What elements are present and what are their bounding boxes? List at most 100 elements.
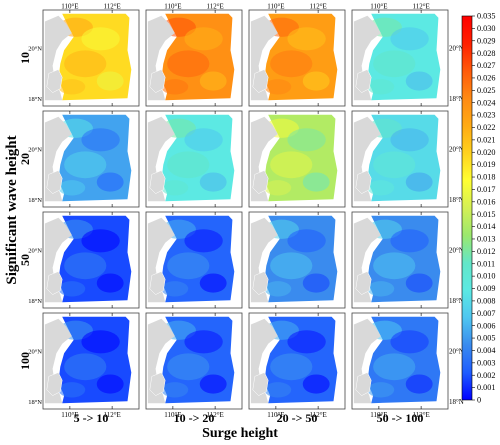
map-panel: 110°E 112°E	[145, 3, 243, 107]
colorbar-tick-label: 0.007	[477, 309, 495, 318]
map-x-tick-label: 112°E	[309, 411, 326, 419]
value-patch	[167, 151, 210, 179]
map-panel: 110°E 112°E	[145, 312, 243, 419]
map-y-tick-label: 18°N	[28, 197, 42, 204]
value-patch	[58, 180, 86, 196]
colorbar-tick-label: 0.013	[477, 235, 495, 244]
map-y-tick-label: 20°N	[28, 247, 42, 254]
colorbar-tick-label: 0.022	[477, 123, 495, 132]
value-patch	[302, 273, 330, 293]
value-patch	[270, 353, 313, 381]
value-patch	[167, 252, 210, 280]
colorbar: 0.035 0.030 0.029 0.028 0.027 0.026 0.025 0.024…	[461, 12, 495, 405]
map-x-tick-label: 110°E	[267, 411, 284, 419]
value-patch	[161, 180, 189, 196]
map-y-tick-label: 20°N	[449, 44, 464, 52]
value-patch	[64, 151, 107, 179]
map-y-tick-label: 18°N	[449, 196, 464, 204]
colorbar-tick-label: 0.023	[477, 111, 495, 120]
value-patch	[302, 374, 330, 394]
value-patch	[161, 281, 189, 297]
value-patch	[58, 382, 86, 398]
value-patch	[405, 374, 433, 394]
map-panel: 20°N 18°N	[28, 211, 140, 309]
colorbar-tick-label: 0.017	[477, 185, 495, 194]
colorbar-tick-label: 0.021	[477, 135, 495, 144]
value-patch	[199, 71, 227, 91]
colorbar-tick-label: 0.008	[477, 297, 495, 306]
value-patch	[199, 273, 227, 293]
value-patch	[287, 330, 326, 354]
colorbar-tick-label: 0.026	[477, 74, 495, 83]
value-patch	[270, 252, 313, 280]
colorbar-tick-label: 0.027	[477, 61, 495, 70]
colorbar-scale	[461, 15, 473, 401]
value-patch	[96, 374, 124, 394]
map-panel: 20°N 18°N	[351, 110, 464, 208]
map-x-tick-label: 112°E	[309, 3, 326, 11]
map-y-tick-label: 18°N	[28, 399, 42, 406]
value-patch	[373, 151, 416, 179]
map-y-tick-label: 18°N	[449, 95, 464, 103]
row-label: 100	[18, 352, 32, 370]
map-panel: 110°E 112°E 20°N 18°N	[351, 312, 464, 419]
map-x-tick-label: 110°E	[61, 3, 78, 11]
map-y-tick-label: 20°N	[28, 146, 42, 153]
value-patch	[264, 382, 292, 398]
island	[252, 372, 269, 396]
value-patch	[184, 27, 223, 51]
value-patch	[367, 79, 395, 95]
colorbar-tick-label: 0.019	[477, 160, 495, 169]
value-patch	[64, 353, 107, 381]
value-patch	[373, 353, 416, 381]
value-patch	[373, 252, 416, 280]
colorbar-ticks: 0.035 0.030 0.029 0.028 0.027 0.026 0.025 0.024…	[472, 12, 495, 405]
colorbar-tick-label: 0.020	[477, 148, 495, 157]
column-labels: 5 -> 10 10 -> 20 20 -> 50 50 -> 100	[74, 411, 424, 425]
row-label: 10	[18, 52, 32, 64]
island	[355, 170, 372, 194]
value-patch	[58, 281, 86, 297]
value-patch	[390, 27, 429, 51]
map-x-tick-label: 110°E	[267, 3, 284, 11]
colorbar-tick-label: 0.005	[477, 334, 495, 343]
value-patch	[287, 128, 326, 152]
value-patch	[373, 50, 416, 78]
colorbar-tick-label: 0.001	[477, 383, 495, 392]
colorbar-tick-label: 0.002	[477, 371, 495, 380]
map-panel: 110°E 112°E 20°N 18°N	[351, 3, 464, 107]
value-patch	[367, 180, 395, 196]
colorbar-tick-label: 0.035	[477, 12, 495, 21]
map-panel: 110°E 112°E	[248, 312, 346, 419]
island	[355, 69, 372, 93]
row-label: 20	[18, 153, 32, 165]
colorbar-tick-label: 0.018	[477, 173, 495, 182]
value-patch	[167, 353, 210, 381]
colorbar-tick-label: 0.015	[477, 210, 495, 219]
map-panel	[248, 110, 346, 208]
value-patch	[264, 281, 292, 297]
value-patch	[81, 229, 120, 253]
map-x-tick-label: 110°E	[370, 3, 387, 11]
value-patch	[302, 172, 330, 192]
value-patch	[96, 172, 124, 192]
column-label: 10 -> 20	[174, 411, 215, 425]
colorbar-tick-label: 0.025	[477, 86, 495, 95]
colorbar-tick-label: 0.016	[477, 197, 495, 206]
map-x-tick-label: 110°E	[61, 411, 78, 419]
map-panel	[248, 211, 346, 309]
value-patch	[405, 273, 433, 293]
value-patch	[58, 79, 86, 95]
island	[149, 69, 166, 93]
value-patch	[405, 172, 433, 192]
map-x-tick-label: 110°E	[164, 411, 181, 419]
value-patch	[64, 252, 107, 280]
value-patch	[264, 79, 292, 95]
value-patch	[264, 180, 292, 196]
island	[149, 271, 166, 295]
colorbar-tick-label: 0.009	[477, 284, 495, 293]
map-x-tick-label: 112°E	[412, 411, 429, 419]
value-patch	[199, 172, 227, 192]
colorbar-tick-label: 0.024	[477, 98, 495, 107]
